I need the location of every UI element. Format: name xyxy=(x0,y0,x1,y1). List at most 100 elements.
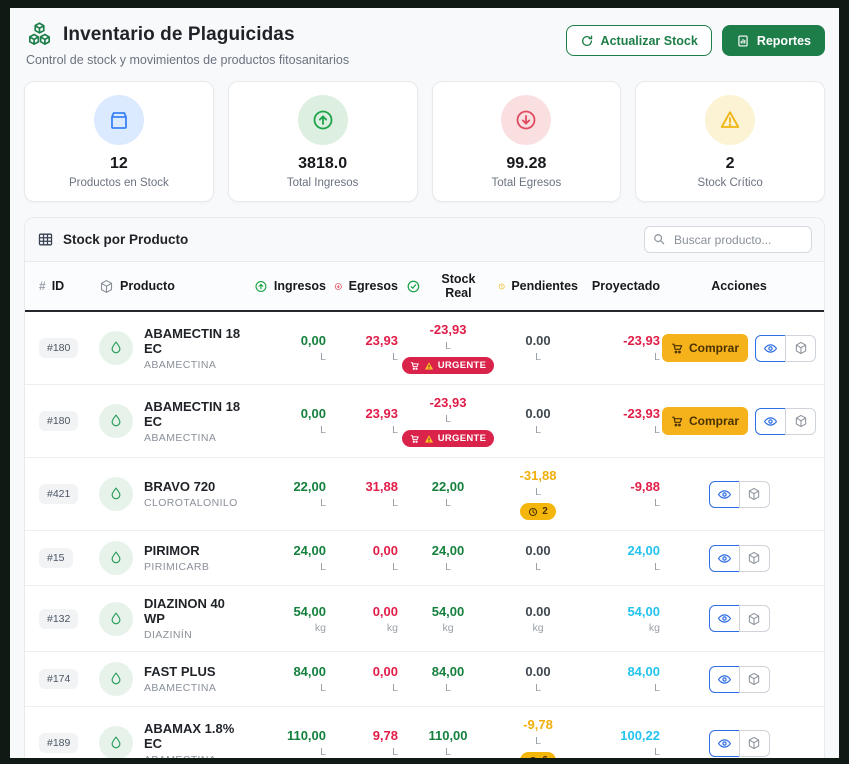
egresos-value: 31,88 xyxy=(365,479,398,494)
package-button[interactable] xyxy=(738,729,770,757)
comprar-button[interactable]: Comprar xyxy=(662,407,749,435)
cube-icon xyxy=(748,487,760,501)
product-name: FAST PLUS xyxy=(144,664,216,679)
reports-button[interactable]: Reportes xyxy=(721,25,825,56)
ingresos-unit: kg xyxy=(314,621,326,634)
refresh-stock-button[interactable]: Actualizar Stock xyxy=(565,25,712,56)
droplet-icon xyxy=(99,662,133,696)
pendientes-count: 2 xyxy=(542,506,548,517)
view-button[interactable] xyxy=(755,334,787,362)
pendientes-value: 0.00 xyxy=(525,664,551,679)
egresos-unit: L xyxy=(392,682,398,694)
stat-label: Total Egresos xyxy=(491,177,562,189)
stock-real-unit: L xyxy=(445,340,451,352)
row-action-group xyxy=(708,665,770,693)
view-button[interactable] xyxy=(708,665,740,693)
package-button[interactable] xyxy=(785,334,817,362)
check-circle-icon xyxy=(407,280,420,292)
stat-card: 99.28 Total Egresos xyxy=(431,81,622,202)
proyectado-value: -9,88 xyxy=(630,479,660,494)
table-row: #180 ABAMECTIN 18 EC ABAMECTINA 0,00 L xyxy=(25,385,824,458)
pendientes-value: 0.00 xyxy=(525,333,551,348)
view-button[interactable] xyxy=(708,480,740,508)
table-row: #421 BRAVO 720 CLOROTALONILO 22,00 L xyxy=(25,458,824,531)
stock-real-unit: L xyxy=(445,413,451,425)
proyectado-unit: L xyxy=(654,746,660,758)
droplet-icon xyxy=(99,404,133,438)
row-id-badge: #421 xyxy=(39,484,79,504)
cart-icon xyxy=(410,434,419,443)
table-row: #189 ABAMAX 1.8% EC ABAMECTINA 110,00 L xyxy=(25,707,824,758)
ingresos-unit: L xyxy=(320,682,326,694)
package-button[interactable] xyxy=(738,665,770,693)
stat-icon-wrap xyxy=(501,95,552,145)
ingresos-value: 54,00 xyxy=(293,603,326,619)
search-box xyxy=(644,226,812,253)
pendientes-value: 0.00 xyxy=(525,543,551,558)
app-window: Inventario de Plaguicidas Control de sto… xyxy=(10,8,839,758)
ingresos-value: 22,00 xyxy=(293,479,326,494)
row-id-badge: #189 xyxy=(39,733,79,753)
eye-icon xyxy=(717,614,731,623)
table-title: Stock por Producto xyxy=(63,232,189,247)
package-button[interactable] xyxy=(738,605,770,632)
stock-real-value: 54,00 xyxy=(431,603,465,619)
pendientes-count: 6 xyxy=(542,755,548,758)
proyectado-unit: L xyxy=(654,682,660,694)
product-name: PIRIMOR xyxy=(144,543,200,558)
column-id: # ID xyxy=(39,279,65,293)
urgente-label: URGENTE xyxy=(437,433,487,444)
pendientes-badge: 6 xyxy=(520,752,556,758)
comprar-button[interactable]: Comprar xyxy=(662,334,749,362)
table-row: #180 ABAMECTIN 18 EC ABAMECTINA 0,00 L xyxy=(25,312,824,385)
stat-card: 2 Stock Crítico xyxy=(635,81,825,202)
pendientes-unit: L xyxy=(535,682,541,694)
package-button[interactable] xyxy=(738,544,770,572)
proyectado-value: 100,22 xyxy=(620,728,660,743)
report-document-icon xyxy=(736,34,750,48)
cube-icon xyxy=(748,612,760,625)
stat-value: 12 xyxy=(109,155,128,172)
stock-real-value: 84,00 xyxy=(431,664,465,679)
clock-icon xyxy=(529,507,538,516)
stock-real-value: 110,00 xyxy=(428,728,468,743)
stat-card: 3818.0 Total Ingresos xyxy=(227,81,418,202)
row-action-group xyxy=(755,407,817,435)
proyectado-value: 54,00 xyxy=(627,603,660,619)
eye-icon xyxy=(717,738,731,748)
view-button[interactable] xyxy=(708,605,740,632)
product-ingredient: ABAMECTINA xyxy=(144,754,246,759)
stock-real-value: -23,93 xyxy=(429,322,467,337)
pendientes-value: 0.00 xyxy=(525,603,551,619)
pendientes-badge: 2 xyxy=(520,503,556,520)
search-input[interactable] xyxy=(644,226,812,253)
product-ingredient: ABAMECTINA xyxy=(144,431,217,444)
eye-icon xyxy=(763,416,778,426)
table-body: #180 ABAMECTIN 18 EC ABAMECTINA 0,00 L xyxy=(25,312,824,758)
ingresos-value: 0,00 xyxy=(300,333,326,348)
stock-real-unit: L xyxy=(445,561,451,573)
view-button[interactable] xyxy=(708,544,740,572)
stat-value: 3818.0 xyxy=(298,155,348,172)
egresos-value: 0,00 xyxy=(372,664,398,679)
urgente-badge: URGENTE xyxy=(401,430,495,447)
view-button[interactable] xyxy=(708,729,740,757)
row-action-group xyxy=(708,729,770,757)
stat-label: Stock Crítico xyxy=(697,177,763,189)
eye-icon xyxy=(717,489,731,499)
page-subtitle: Control de stock y movimientos de produc… xyxy=(26,53,350,67)
egresos-unit: L xyxy=(392,424,398,436)
refresh-icon xyxy=(580,34,594,48)
column-stock-real: Stock Real xyxy=(402,262,494,310)
proyectado-value: 24,00 xyxy=(627,543,660,558)
package-button[interactable] xyxy=(785,407,817,435)
ingresos-value: 110,00 xyxy=(286,728,326,743)
package-button[interactable] xyxy=(738,480,770,508)
ingresos-value: 84,00 xyxy=(293,664,326,679)
stat-icon-wrap xyxy=(705,95,756,145)
cube-icon xyxy=(748,551,760,565)
page-header: Inventario de Plaguicidas Control de sto… xyxy=(10,8,839,75)
product-name: ABAMECTIN 18 EC xyxy=(144,325,241,356)
ingresos-unit: L xyxy=(320,351,326,363)
view-button[interactable] xyxy=(755,407,787,435)
